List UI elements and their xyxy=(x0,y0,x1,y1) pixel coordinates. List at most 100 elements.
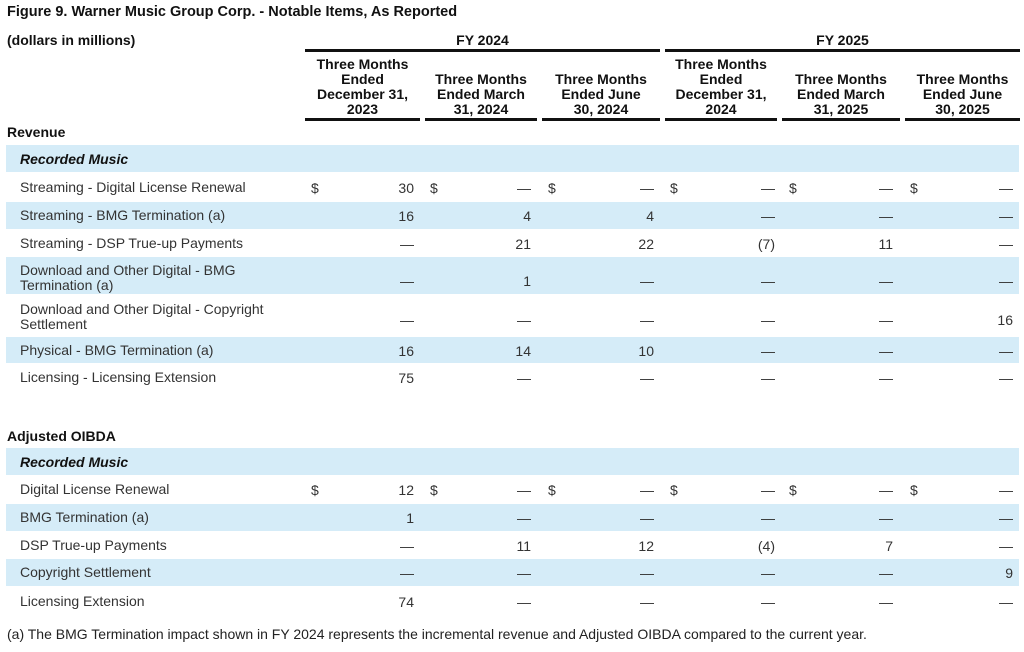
cell-value: — xyxy=(640,594,654,610)
cell-value: 1 xyxy=(406,510,414,526)
row-label-line: Streaming - Digital License Renewal xyxy=(20,179,246,195)
cell-value: — xyxy=(999,343,1013,359)
cell-value: — xyxy=(761,273,775,289)
cell-value: — xyxy=(999,482,1013,498)
column-header: Three Months Ended March 31, 2025 xyxy=(782,72,900,117)
column-header-line: Ended March xyxy=(797,86,885,102)
cell-value: 11 xyxy=(516,538,531,554)
cell-value: — xyxy=(879,343,893,359)
cell-value: 75 xyxy=(398,370,414,386)
cell-value: — xyxy=(517,565,531,581)
cell-value: — xyxy=(400,538,414,554)
column-header-line: Three Months xyxy=(795,71,887,87)
row-label: Streaming - Digital License Renewal xyxy=(20,180,246,195)
figure-title: Figure 9. Warner Music Group Corp. - Not… xyxy=(7,4,458,20)
cell-value: — xyxy=(879,594,893,610)
row-label-line: Copyright Settlement xyxy=(20,564,151,580)
column-header-line: 30, 2025 xyxy=(935,101,990,117)
fiscal-year-header: FY 2025 xyxy=(816,32,869,48)
row-label-line: Streaming - DSP True-up Payments xyxy=(20,235,244,251)
row-label: Licensing - Licensing Extension xyxy=(20,370,216,385)
row-label: Digital License Renewal xyxy=(20,482,169,497)
cell-value: — xyxy=(517,482,531,498)
dollar-sign: $ xyxy=(311,180,319,196)
column-header: Three Months Ended June 30, 2024 xyxy=(542,72,660,117)
column-header: Three Months Ended March 31, 2024 xyxy=(425,72,537,117)
column-header: Three Months Ended June 30, 2025 xyxy=(905,72,1020,117)
column-header-line: Ended xyxy=(341,71,384,87)
fiscal-year-rule xyxy=(665,49,1020,52)
cell-value: — xyxy=(640,510,654,526)
cell-value: — xyxy=(999,538,1013,554)
cell-value: 74 xyxy=(398,594,414,610)
segment-band xyxy=(6,448,1019,475)
column-header-line: Three Months xyxy=(916,71,1009,87)
cell-value: — xyxy=(879,273,893,289)
cell-value: 30 xyxy=(398,180,414,196)
cell-value: — xyxy=(999,510,1013,526)
cell-value: 4 xyxy=(646,208,654,224)
column-header-line: Ended June xyxy=(922,86,1003,102)
row-label: Physical - BMG Termination (a) xyxy=(20,343,213,358)
cell-value: — xyxy=(999,208,1013,224)
column-header-line: 2024 xyxy=(705,101,737,117)
column-header-rule xyxy=(305,118,420,121)
cell-value: — xyxy=(640,273,654,289)
units-label: (dollars in millions) xyxy=(7,32,136,48)
column-header-rule xyxy=(542,118,660,121)
cell-value: — xyxy=(879,510,893,526)
row-label-line: Settlement xyxy=(20,316,87,332)
column-header: Three Months Ended December 31, 2023 xyxy=(305,57,420,117)
cell-value: — xyxy=(999,594,1013,610)
row-label-line: Download and Other Digital - Copyright xyxy=(20,301,264,317)
row-label-line: Physical - BMG Termination (a) xyxy=(20,342,214,358)
cell-value: 16 xyxy=(398,343,414,359)
cell-value: 7 xyxy=(885,538,893,554)
cell-value: — xyxy=(761,510,775,526)
cell-value: 10 xyxy=(638,343,654,359)
cell-value: (4) xyxy=(757,538,775,554)
cell-value: — xyxy=(640,482,654,498)
cell-value: — xyxy=(761,343,775,359)
segment-band xyxy=(6,145,1019,172)
section-heading: Revenue xyxy=(7,124,66,140)
cell-value: — xyxy=(640,180,654,196)
cell-value: 12 xyxy=(398,482,414,498)
cell-value: 22 xyxy=(638,236,654,252)
dollar-sign: $ xyxy=(311,482,319,498)
cell-value: — xyxy=(879,482,893,498)
dollar-sign: $ xyxy=(789,482,797,498)
dollar-sign: $ xyxy=(910,482,918,498)
row-label: Streaming - BMG Termination (a) xyxy=(20,208,225,223)
cell-value: 1 xyxy=(523,273,531,289)
cell-value: — xyxy=(400,565,414,581)
cell-value: — xyxy=(761,594,775,610)
cell-value: — xyxy=(879,180,893,196)
row-label: BMG Termination (a) xyxy=(20,510,149,525)
row-label: DSP True-up Payments xyxy=(20,538,167,553)
cell-value: — xyxy=(999,236,1013,252)
cell-value: — xyxy=(517,180,531,196)
fiscal-year-rule xyxy=(305,49,660,52)
row-band xyxy=(6,337,1019,363)
cell-value: 12 xyxy=(638,538,654,554)
column-header-line: Ended March xyxy=(437,86,525,102)
cell-value: (7) xyxy=(757,236,775,252)
dollar-sign: $ xyxy=(548,482,556,498)
column-header-line: Three Months xyxy=(675,56,767,72)
cell-value: — xyxy=(879,208,893,224)
dollar-sign: $ xyxy=(789,180,797,196)
column-header-line: 2023 xyxy=(346,101,379,117)
footnote: (a) The BMG Termination impact shown in … xyxy=(7,626,867,642)
segment-title: Recorded Music xyxy=(20,151,129,167)
dollar-sign: $ xyxy=(670,180,678,196)
cell-value: — xyxy=(517,370,531,386)
row-label: Copyright Settlement xyxy=(20,565,151,580)
cell-value: — xyxy=(400,273,414,289)
cell-value: 16 xyxy=(398,208,414,224)
cell-value: — xyxy=(761,312,775,328)
cell-value: 11 xyxy=(878,236,893,252)
cell-value: — xyxy=(761,208,775,224)
column-header-rule xyxy=(425,118,537,121)
row-band xyxy=(6,202,1019,229)
